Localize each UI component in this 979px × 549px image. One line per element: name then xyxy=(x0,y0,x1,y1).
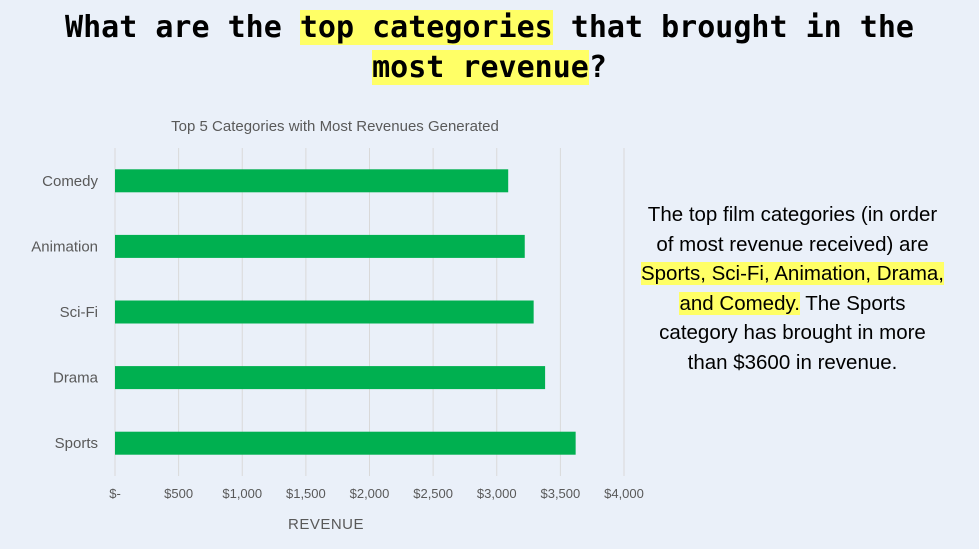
slide-title: What are the top categories that brought… xyxy=(0,8,979,88)
x-tick-label: $3,000 xyxy=(477,486,517,501)
bar-sci-fi xyxy=(115,300,534,324)
title-part-3: that brought in the xyxy=(552,10,914,45)
category-label: Comedy xyxy=(42,173,98,190)
summary-text: The top film categories (in order of mos… xyxy=(640,200,945,377)
x-tick-label: $1,500 xyxy=(286,486,326,501)
x-tick-label: $2,500 xyxy=(413,486,453,501)
category-label: Drama xyxy=(53,370,99,387)
category-label: Animation xyxy=(31,238,98,255)
revenue-bar-chart: Top 5 Categories with Most Revenues Gene… xyxy=(31,118,644,533)
x-tick-label: $1,000 xyxy=(222,486,262,501)
title-highlight-top-categories: top categories xyxy=(299,10,553,45)
summary-part-1: The top film categories (in order of mos… xyxy=(647,203,938,256)
chart-title: Top 5 Categories with Most Revenues Gene… xyxy=(171,118,499,135)
title-highlight-most-revenue: most revenue xyxy=(372,50,589,85)
x-tick-label: $- xyxy=(109,486,121,501)
x-tick-label: $3,500 xyxy=(540,486,580,501)
summary-part-3: The Sports category has brought in more … xyxy=(659,291,926,374)
chart-bars xyxy=(115,169,576,455)
x-axis-title: REVENUE xyxy=(288,516,364,533)
category-label: Sci-Fi xyxy=(60,304,98,321)
x-tick-label: $500 xyxy=(164,486,193,501)
bar-sports xyxy=(115,431,576,455)
title-part-1: What are the xyxy=(65,10,300,45)
bar-comedy xyxy=(115,169,509,193)
bar-drama xyxy=(115,366,546,390)
title-part-5: ? xyxy=(588,50,607,85)
bar-animation xyxy=(115,234,525,258)
category-label: Sports xyxy=(55,435,98,452)
chart-category-labels: Comedy Animation Sci-Fi Drama Sports xyxy=(31,173,98,452)
chart-tick-labels: $- $500 $1,000 $1,500 $2,000 $2,500 $3,000 $3,5… xyxy=(109,486,644,501)
x-tick-label: $2,000 xyxy=(350,486,390,501)
x-tick-label: $4,000 xyxy=(604,486,644,501)
